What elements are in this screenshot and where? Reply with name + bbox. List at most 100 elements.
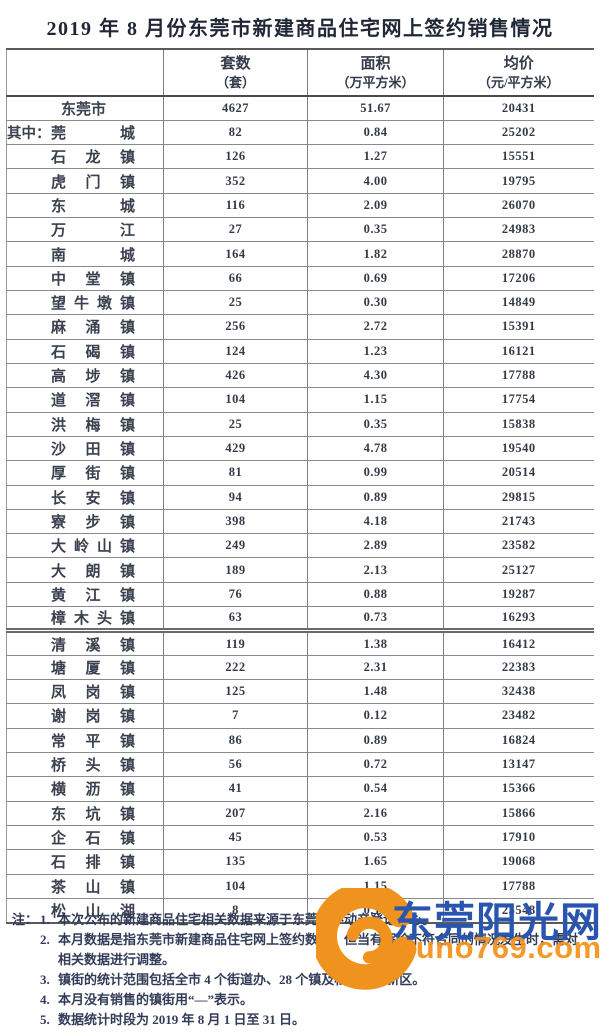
area-value: 1.15: [307, 387, 444, 413]
price-value: 13147: [443, 752, 594, 778]
town-name: 松山湖: [51, 903, 135, 920]
column-unit: （套）: [215, 74, 255, 90]
area-value: 4.30: [307, 363, 444, 389]
price-value: 25548: [443, 898, 594, 924]
price-value: 17206: [443, 266, 594, 292]
price-value: 15391: [443, 314, 594, 340]
area-value: 2.09: [307, 193, 444, 219]
town-name: 高埗镇: [51, 369, 135, 386]
table-row: 大朗镇 189 2.13 25127: [6, 557, 594, 583]
price-value: 32438: [443, 679, 594, 705]
column-title: 面积: [360, 55, 391, 72]
units-value: 104: [163, 387, 308, 413]
units-value: 25: [163, 290, 308, 316]
town-name: 茶山镇: [51, 879, 135, 896]
area-value: 1.38: [307, 628, 444, 656]
price-value: 19068: [443, 849, 594, 875]
units-value: 4627: [163, 96, 308, 121]
footnote-number: 5.: [40, 1011, 50, 1027]
area-value: 2.13: [307, 557, 444, 583]
footnote-text: 本月数据是指东莞市新建商品住宅网上签约数据，但当有解除不符合同的情况发生时，需对…: [58, 932, 579, 967]
table-row: 长安镇 94 0.89 29815: [6, 485, 594, 510]
column-unit: （元/平方米）: [477, 74, 560, 90]
area-value: 0.88: [307, 582, 444, 608]
units-value: 164: [163, 241, 308, 267]
area-value: 1.65: [307, 849, 444, 875]
table-row: 企石镇 45 0.53 17910: [6, 825, 594, 851]
town-name: 石排镇: [51, 855, 135, 872]
area-value: 4.78: [307, 436, 444, 462]
table-row: 大岭山镇 249 2.89 23582: [6, 533, 594, 559]
town-name: 横沥镇: [51, 782, 135, 799]
row-prefix: 其中：: [7, 125, 51, 142]
area-value: 1.15: [307, 874, 444, 899]
units-value: 135: [163, 849, 308, 875]
table-row: 望牛墩镇 25 0.30 14849: [6, 290, 594, 316]
units-value: 119: [163, 628, 308, 656]
area-value: 2.31: [307, 655, 444, 681]
table-header-row: 套数 （套） 面积 （万平方米） 均价 （元/平方米）: [6, 48, 594, 97]
price-value: 17788: [443, 874, 594, 899]
footnote-item: 3. 镇街的统计范围包括全市 4 个街道办、28 个镇及松山湖高新区。: [12, 970, 587, 990]
table-row: 高埗镇 426 4.30 17788: [6, 363, 594, 389]
town-name: 樟木头镇: [51, 611, 135, 628]
footnote-text: 镇街的统计范围包括全市 4 个街道办、28 个镇及松山湖高新区。: [58, 971, 426, 987]
footnote-item: 4. 本月没有销售的镇街用“—”表示。: [12, 990, 587, 1010]
units-value: 116: [163, 193, 308, 219]
town-name: 常平镇: [51, 733, 135, 750]
area-value: 0.53: [307, 825, 444, 851]
area-value: 0.72: [307, 752, 444, 778]
price-value: 28870: [443, 241, 594, 267]
area-value: 0.35: [307, 217, 444, 243]
town-name: 桥头镇: [51, 758, 135, 775]
column-title: 均价: [503, 55, 534, 72]
units-value: 94: [163, 485, 308, 510]
area-value: 0.89: [307, 728, 444, 753]
units-value: 352: [163, 168, 308, 194]
units-value: 126: [163, 144, 308, 170]
town-name: 望牛墩镇: [51, 296, 135, 313]
units-value: 8: [163, 898, 308, 924]
price-value: 16412: [443, 628, 594, 656]
header-cell-blank: [6, 48, 164, 97]
area-value: 4.18: [307, 509, 444, 535]
area-value: 0.89: [307, 485, 444, 510]
price-value: 17788: [443, 363, 594, 389]
table-row: 常平镇 86 0.89 16824: [6, 728, 594, 753]
units-value: 45: [163, 825, 308, 851]
table-row: 虎门镇 352 4.00 19795: [6, 168, 594, 194]
town-name: 塘厦镇: [51, 660, 135, 677]
table-row: 洪梅镇 25 0.35 15838: [6, 412, 594, 437]
town-name: 厚街镇: [51, 466, 135, 483]
area-value: 0.35: [307, 412, 444, 437]
units-value: 41: [163, 776, 308, 802]
units-value: 398: [163, 509, 308, 535]
units-value: 222: [163, 655, 308, 681]
town-name: 大岭山镇: [51, 539, 135, 556]
table-row: 桥头镇 56 0.72 13147: [6, 752, 594, 778]
table-row: 东坑镇 207 2.16 15866: [6, 801, 594, 826]
price-value: 21743: [443, 509, 594, 535]
price-value: 16824: [443, 728, 594, 753]
units-value: 249: [163, 533, 308, 559]
units-value: 86: [163, 728, 308, 753]
price-value: 15866: [443, 801, 594, 826]
units-value: 56: [163, 752, 308, 778]
town-name: 黄江镇: [51, 587, 135, 604]
price-value: 29815: [443, 485, 594, 510]
town-name: 东莞市: [61, 101, 107, 118]
units-value: 189: [163, 557, 308, 583]
area-value: 4.00: [307, 168, 444, 194]
price-value: 19287: [443, 582, 594, 608]
units-value: 7: [163, 703, 308, 729]
units-value: 429: [163, 436, 308, 462]
table-row: 中堂镇 66 0.69 17206: [6, 266, 594, 292]
units-value: 82: [163, 120, 308, 146]
footnote-item: 5. 数据统计时段为 2019 年 8 月 1 日至 31 日。: [12, 1010, 587, 1030]
area-value: 0.99: [307, 460, 444, 486]
town-name: 东城: [51, 198, 135, 215]
table-row: 樟木头镇 63 0.73 16293: [6, 606, 594, 632]
town-name: 南城: [51, 247, 135, 264]
table-row: 厚街镇 81 0.99 20514: [6, 460, 594, 486]
table-row: 谢岗镇 7 0.12 23482: [6, 703, 594, 729]
